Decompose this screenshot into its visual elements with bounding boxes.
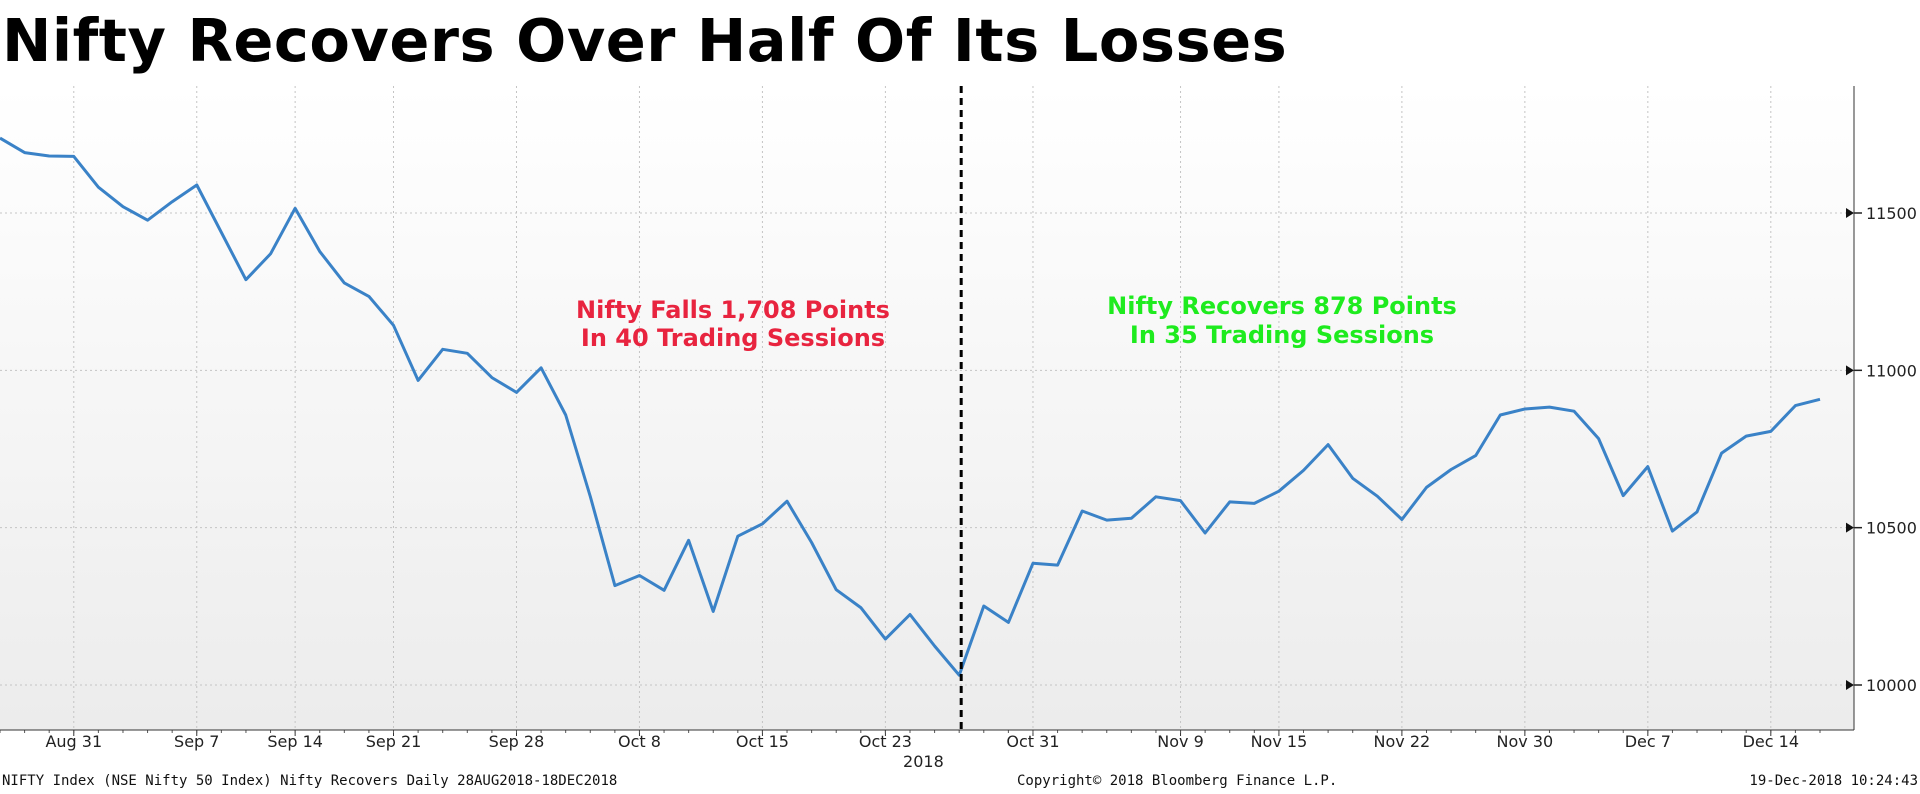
x-year-label: 2018: [903, 752, 944, 771]
x-tick-label: Nov 22: [1374, 732, 1431, 751]
y-tick-label: 11500: [1866, 204, 1917, 223]
x-tick-label: Oct 23: [859, 732, 912, 751]
x-tick-label: Dec 14: [1743, 732, 1799, 751]
x-tick-label: Aug 31: [45, 732, 102, 751]
axis-layer: 10000 10500 11000 11500 Aug 31 Sep 7 Sep 14 Sep…: [0, 86, 1917, 771]
chart-title: Nifty Recovers Over Half Of Its Losses: [2, 6, 1288, 75]
footer-timestamp: 19-Dec-2018 10:24:43: [1749, 773, 1918, 789]
x-tick-label: Dec 7: [1625, 732, 1671, 751]
x-tick-label: Sep 28: [489, 732, 545, 751]
footer-source: NIFTY Index (NSE Nifty 50 Index) Nifty R…: [2, 773, 618, 789]
x-tick-label: Sep 14: [267, 732, 323, 751]
x-tick-label: Oct 31: [1006, 732, 1059, 751]
x-tick-label: Sep 7: [174, 732, 219, 751]
plot-background: [0, 86, 1854, 730]
y-tick-label: 10000: [1866, 676, 1917, 695]
x-tick-label: Oct 15: [736, 732, 789, 751]
annotation-line-1: Nifty Falls 1,708 Points: [576, 296, 890, 324]
x-tick-label: Sep 21: [366, 732, 422, 751]
y-tick-label: 11000: [1866, 361, 1917, 380]
footer-copyright: Copyright© 2018 Bloomberg Finance L.P.: [1017, 773, 1338, 789]
y-tick-arrow: [1846, 522, 1854, 533]
line-layer: [0, 136, 1821, 677]
annotation-line-2: In 35 Trading Sessions: [1130, 321, 1434, 349]
series-line: [0, 136, 1821, 677]
grid-layer: [0, 86, 1854, 730]
x-tick-label: Nov 9: [1157, 732, 1204, 751]
x-tick-label: Nov 30: [1497, 732, 1554, 751]
x-tick-label: Nov 15: [1251, 732, 1308, 751]
y-tick-arrow: [1846, 208, 1854, 218]
y-tick-label: 10500: [1866, 519, 1917, 538]
y-tick-arrow: [1846, 365, 1854, 376]
annotation-line-1: Nifty Recovers 878 Points: [1107, 292, 1457, 320]
x-tick-label: Oct 8: [618, 732, 661, 751]
y-tick-arrow: [1846, 680, 1854, 690]
annotation-line-2: In 40 Trading Sessions: [581, 324, 885, 352]
